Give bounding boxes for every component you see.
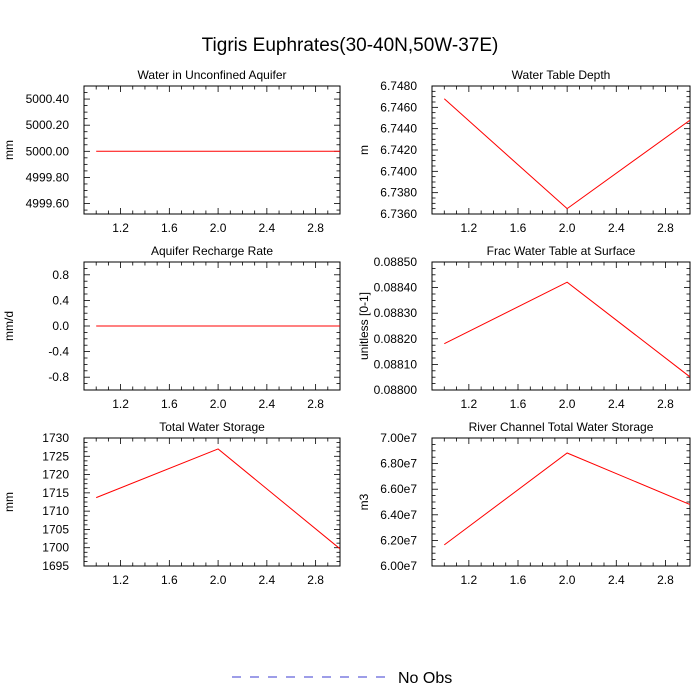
y-tick-label: 6.80e7: [380, 457, 417, 471]
x-tick-label: 2.4: [608, 221, 625, 235]
panel-title: Water in Unconfined Aquifer: [138, 68, 287, 82]
x-tick-label: 2.0: [210, 397, 227, 411]
x-tick-label: 2.0: [559, 221, 576, 235]
y-axis-label: m: [357, 145, 371, 155]
y-tick-label: 0.08820: [374, 332, 418, 346]
figure-title: Tigris Euphrates(30-40N,50W-37E): [202, 35, 499, 56]
y-tick-label: 1705: [42, 522, 69, 536]
x-tick-label: 1.6: [161, 573, 178, 587]
y-tick-label: 1715: [42, 486, 69, 500]
y-tick-label: 6.7420: [380, 143, 417, 157]
y-tick-label: 6.7460: [380, 100, 417, 114]
y-tick-label: 6.00e7: [380, 559, 417, 573]
series-line: [443, 452, 690, 546]
panel-4: Frac Water Table at Surface 1.2 1.6 2.0 2.4 2…: [357, 244, 691, 411]
y-tick-label: 6.7480: [380, 79, 417, 93]
y-tick-label: 1710: [42, 504, 69, 518]
x-tick-label: 2.0: [559, 397, 576, 411]
x-tick-label: 2.8: [657, 221, 674, 235]
panel-title: Aquifer Recharge Rate: [151, 244, 273, 258]
panel-2: Water Table Depth 1.2 1.6 2.0 2.4 2.8 6.7480 6.…: [357, 68, 691, 235]
x-tick-label: 2.8: [307, 221, 324, 235]
x-tick-label: 2.0: [210, 221, 227, 235]
y-tick-label: -0.8: [48, 370, 69, 384]
x-tick-label: 2.8: [657, 397, 674, 411]
legend: No Obs 1850_170: [232, 670, 452, 687]
x-tick-label: 1.2: [112, 573, 129, 587]
x-tick-label: 1.6: [510, 397, 527, 411]
y-axis-label: mm: [2, 140, 16, 160]
y-axis-label: unitless [0-1]: [357, 292, 371, 360]
y-tick-label: 1730: [42, 431, 69, 445]
y-tick-label: 6.40e7: [380, 508, 417, 522]
panel-title: Frac Water Table at Surface: [487, 244, 636, 258]
x-tick-label: 2.0: [559, 573, 576, 587]
x-tick-label: 1.6: [161, 221, 178, 235]
panel-6: River Channel Total Water Storage 1.2 1.6 2…: [357, 420, 691, 587]
series-line: [96, 448, 340, 550]
y-tick-label: 1695: [42, 559, 69, 573]
y-axis-label: mm/d: [2, 311, 16, 341]
series-line: [443, 98, 690, 210]
panel-title: River Channel Total Water Storage: [469, 420, 654, 434]
y-tick-label: 6.7380: [380, 186, 417, 200]
y-tick-label: 1720: [42, 468, 69, 482]
series-line: [444, 281, 690, 378]
plot-frame: [431, 261, 691, 391]
x-tick-label: 1.2: [112, 221, 129, 235]
y-tick-label: 0.8: [52, 268, 69, 282]
y-axis-label: mm: [2, 492, 16, 512]
x-tick-label: 2.4: [259, 397, 276, 411]
x-tick-label: 2.4: [259, 573, 276, 587]
x-tick-label: 2.0: [210, 573, 227, 587]
y-tick-label: 1725: [42, 449, 69, 463]
x-tick-label: 1.6: [510, 221, 527, 235]
panel-title: Total Water Storage: [159, 420, 265, 434]
panels: Water in Unconfined Aquifer 1.2 1.6 2.0 2.4 2…: [2, 68, 691, 587]
x-tick-label: 1.6: [161, 397, 178, 411]
y-tick-label: 6.7400: [380, 164, 417, 178]
y-tick-label: 0.0: [52, 319, 69, 333]
y-tick-label: 5000.40: [26, 92, 70, 106]
x-tick-label: 2.4: [608, 397, 625, 411]
x-tick-label: 2.8: [657, 573, 674, 587]
panel-5: Total Water Storage 1.2 1.6 2.0 2.4 2.8 1730 17…: [2, 420, 341, 587]
y-tick-label: 4999.60: [26, 197, 70, 211]
x-tick-label: 2.8: [307, 397, 324, 411]
y-tick-label: 6.20e7: [380, 533, 417, 547]
panel-3: Aquifer Recharge Rate 1.2 1.6 2.0 2.4 2.8 0.8 0…: [2, 244, 341, 411]
y-tick-label: 0.08830: [374, 306, 418, 320]
y-axis-label: m3: [357, 493, 371, 510]
x-tick-label: 1.2: [461, 397, 478, 411]
y-tick-label: 6.60e7: [380, 482, 417, 496]
x-tick-label: 2.4: [259, 221, 276, 235]
x-tick-label: 1.6: [510, 573, 527, 587]
x-tick-label: 1.2: [461, 221, 478, 235]
y-tick-label: 5000.00: [26, 144, 70, 158]
y-tick-label: 6.7440: [380, 122, 417, 136]
plot-frame: [83, 437, 341, 567]
y-tick-label: -0.4: [48, 345, 69, 359]
y-tick-label: 5000.20: [26, 118, 70, 132]
y-tick-label: 7.00e7: [380, 431, 417, 445]
x-tick-label: 1.2: [112, 397, 129, 411]
y-tick-label: 0.08810: [374, 357, 418, 371]
y-tick-label: 0.4: [52, 293, 69, 307]
y-tick-label: 6.7360: [380, 207, 417, 221]
x-tick-label: 2.8: [307, 573, 324, 587]
y-tick-label: 4999.80: [26, 170, 70, 184]
x-tick-label: 1.2: [461, 573, 478, 587]
y-tick-label: 1700: [42, 541, 69, 555]
y-tick-label: 0.08840: [374, 281, 418, 295]
panel-1: Water in Unconfined Aquifer 1.2 1.6 2.0 2.4 2…: [2, 68, 341, 235]
y-tick-label: 0.08800: [374, 383, 418, 397]
plot-frame: [431, 85, 691, 215]
panel-title: Water Table Depth: [512, 68, 611, 82]
plot-frame: [83, 85, 341, 215]
y-tick-label: 0.08850: [374, 255, 418, 269]
x-tick-label: 2.4: [608, 573, 625, 587]
legend-label-no-obs: No Obs: [398, 670, 452, 687]
